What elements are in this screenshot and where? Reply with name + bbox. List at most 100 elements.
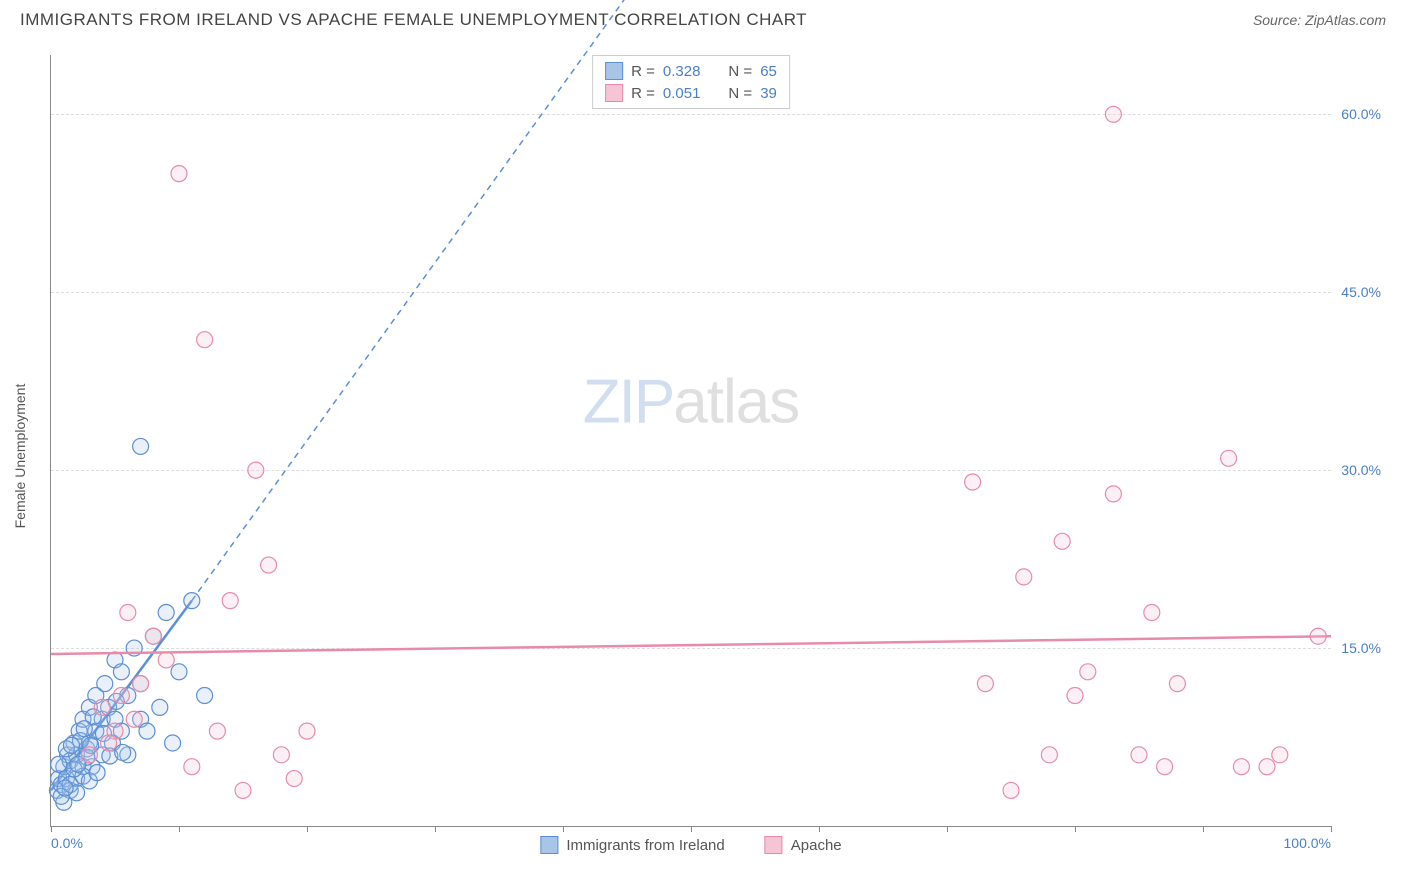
data-point [184, 593, 200, 609]
legend-r-label-0: R = [631, 63, 655, 80]
legend-item-ireland: Immigrants from Ireland [540, 836, 724, 854]
data-point [235, 782, 251, 798]
data-point [113, 664, 129, 680]
trend-line [51, 636, 1331, 654]
data-point [145, 628, 161, 644]
chart-container: Female Unemployment ZIPatlas 15.0%30.0%4… [50, 55, 1386, 857]
data-point [1310, 628, 1326, 644]
data-point [977, 676, 993, 692]
data-point [1105, 486, 1121, 502]
data-point [261, 557, 277, 573]
data-point [51, 756, 67, 772]
data-point [299, 723, 315, 739]
data-point [76, 721, 92, 737]
data-point [286, 771, 302, 787]
y-tick-label: 60.0% [1341, 106, 1381, 122]
legend-swatch-ireland-bottom [540, 836, 558, 854]
data-point [165, 735, 181, 751]
data-point [115, 744, 131, 760]
x-tick [1203, 826, 1204, 832]
plot-area: ZIPatlas 15.0%30.0%45.0%60.0% R = 0.328 … [50, 55, 1331, 827]
data-point [171, 166, 187, 182]
data-point [101, 735, 117, 751]
x-tick [691, 826, 692, 832]
chart-source: Source: ZipAtlas.com [1253, 12, 1386, 28]
data-point [158, 652, 174, 668]
data-point [209, 723, 225, 739]
x-tick [179, 826, 180, 832]
data-point [89, 765, 105, 781]
data-point [1272, 747, 1288, 763]
data-point [184, 759, 200, 775]
y-tick-label: 45.0% [1341, 284, 1381, 300]
x-tick-label-max: 100.0% [1284, 835, 1331, 851]
data-point [248, 462, 264, 478]
data-point [139, 723, 155, 739]
correlation-legend: R = 0.328 N = 65 R = 0.051 N = 39 [592, 55, 790, 109]
data-point [152, 699, 168, 715]
data-point [126, 711, 142, 727]
data-point [965, 474, 981, 490]
data-point [1233, 759, 1249, 775]
data-point [81, 747, 97, 763]
legend-swatch-apache-bottom [765, 836, 783, 854]
data-point [1003, 782, 1019, 798]
data-point [94, 699, 110, 715]
chart-header: IMMIGRANTS FROM IRELAND VS APACHE FEMALE… [0, 0, 1406, 30]
data-point [1131, 747, 1147, 763]
legend-r-value-0: 0.328 [663, 63, 701, 80]
x-tick [435, 826, 436, 832]
data-point [273, 747, 289, 763]
legend-r-label-1: R = [631, 85, 655, 102]
data-point [158, 604, 174, 620]
data-point [222, 593, 238, 609]
data-point [63, 737, 79, 753]
data-point [1259, 759, 1275, 775]
x-tick [1331, 826, 1332, 832]
legend-row-apache: R = 0.051 N = 39 [605, 82, 777, 104]
data-point [133, 676, 149, 692]
y-axis-label: Female Unemployment [12, 384, 28, 529]
legend-row-ireland: R = 0.328 N = 65 [605, 60, 777, 82]
data-point [1157, 759, 1173, 775]
data-point [171, 664, 187, 680]
data-point [120, 604, 136, 620]
legend-label-ireland: Immigrants from Ireland [566, 837, 724, 854]
scatter-plot-svg [51, 55, 1331, 826]
legend-r-value-1: 0.051 [663, 85, 701, 102]
legend-swatch-apache [605, 84, 623, 102]
data-point [1054, 533, 1070, 549]
x-tick [1075, 826, 1076, 832]
data-point [1144, 604, 1160, 620]
legend-n-label-1: N = [728, 85, 752, 102]
data-point [1067, 688, 1083, 704]
data-point [1105, 106, 1121, 122]
x-tick [819, 826, 820, 832]
y-tick-label: 15.0% [1341, 640, 1381, 656]
series-legend: Immigrants from Ireland Apache [540, 836, 841, 854]
data-point [133, 438, 149, 454]
x-tick [947, 826, 948, 832]
data-point [1041, 747, 1057, 763]
legend-swatch-ireland [605, 62, 623, 80]
data-point [57, 780, 73, 796]
x-tick-label-min: 0.0% [51, 835, 83, 851]
legend-n-value-0: 65 [760, 63, 777, 80]
legend-item-apache: Apache [765, 836, 842, 854]
legend-n-label-0: N = [728, 63, 752, 80]
data-point [1169, 676, 1185, 692]
data-point [113, 688, 129, 704]
x-tick [307, 826, 308, 832]
x-tick [563, 826, 564, 832]
data-point [197, 688, 213, 704]
data-point [1016, 569, 1032, 585]
data-point [1221, 450, 1237, 466]
legend-n-value-1: 39 [760, 85, 777, 102]
chart-title: IMMIGRANTS FROM IRELAND VS APACHE FEMALE… [20, 10, 807, 30]
data-point [97, 676, 113, 692]
x-tick [51, 826, 52, 832]
y-tick-label: 30.0% [1341, 462, 1381, 478]
legend-label-apache: Apache [791, 837, 842, 854]
data-point [1080, 664, 1096, 680]
data-point [197, 332, 213, 348]
